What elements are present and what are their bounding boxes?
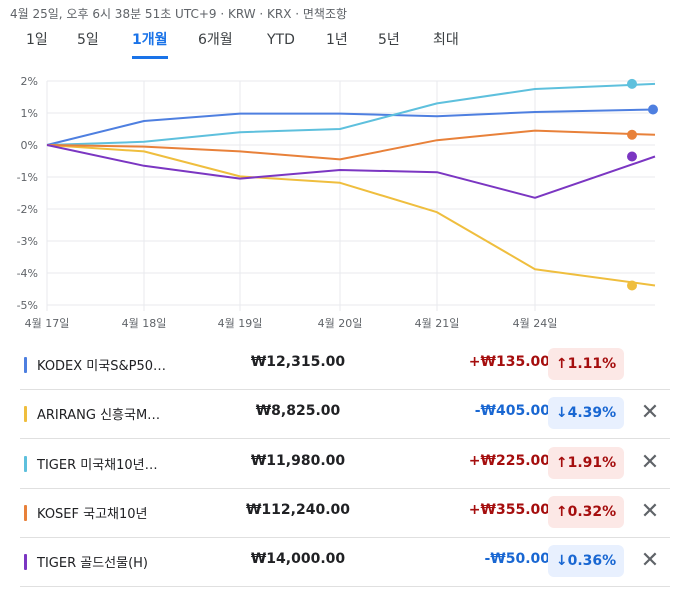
holding-price: ₩112,240.00 — [245, 502, 350, 518]
remove-close-icon[interactable]: ✕ — [640, 499, 660, 524]
x-tick-label: 4월 24일 — [513, 316, 558, 330]
x-tick-label: 4월 19일 — [218, 316, 263, 330]
holding-price: ₩14,000.00 — [250, 551, 346, 567]
series-line — [46, 129, 656, 161]
y-tick-label: -4% — [17, 267, 38, 280]
tab-ytd[interactable]: YTD — [267, 32, 295, 48]
y-tick-label: 1% — [21, 107, 38, 120]
holding-price: ₩11,980.00 — [250, 453, 346, 469]
remove-close-icon[interactable]: ✕ — [640, 548, 660, 573]
comparison-line-chart: 2% 1% 0% -1% -2% -3% -4% -5% 4월 17일 4월 18일 4월 19일 4… — [17, 75, 658, 330]
tab-1d[interactable]: 1일 — [26, 32, 48, 48]
holding-row-kodex[interactable]: KODEX 미국S&P50… ₩12,315.00 +₩135.00 ↑1.11… — [20, 341, 670, 390]
series-end-point — [648, 104, 658, 115]
holding-percent-badge: ↓0.36% — [548, 545, 624, 577]
x-tick-label: 4월 21일 — [415, 316, 460, 330]
remove-close-icon[interactable]: ✕ — [640, 450, 660, 475]
remove-close-icon[interactable]: ✕ — [640, 400, 660, 425]
range-tabs: 1일 5일 1개월 6개월 YTD 1년 5년 최대 — [0, 30, 682, 59]
timestamp-disclaimer: 4월 25일, 오후 6시 38분 51초 UTC+9 · KRW · KRX … — [10, 7, 348, 21]
holding-percent-badge: ↑0.32% — [548, 496, 624, 528]
x-tick-label: 4월 20일 — [318, 316, 363, 330]
x-tick-label: 4월 17일 — [25, 316, 70, 330]
holding-row-arirang[interactable]: ARIRANG 신흥국M… ₩8,825.00 -₩405.00 ↓4.39% … — [20, 390, 670, 439]
series-line — [46, 108, 656, 146]
holding-name: KODEX 미국S&P50… — [37, 359, 166, 374]
y-tick-label: -2% — [17, 203, 38, 216]
series-end-point — [627, 151, 637, 162]
tab-1m[interactable]: 1개월 — [132, 30, 168, 59]
series-end-point — [627, 129, 637, 140]
tab-6m[interactable]: 6개월 — [198, 32, 233, 48]
holding-row-kosef[interactable]: KOSEF 국고채10년 ₩112,240.00 +₩355.00 ↑0.32%… — [20, 489, 670, 538]
series-color-swatch — [24, 406, 27, 422]
holding-change: +₩355.00 — [468, 502, 550, 518]
y-tick-label: -5% — [17, 299, 38, 312]
series-color-swatch — [24, 505, 27, 521]
y-tick-label: 2% — [21, 75, 38, 88]
series-color-swatch — [24, 357, 27, 373]
holding-name: TIGER 미국채10년… — [37, 458, 158, 473]
holding-change: -₩405.00 — [474, 403, 550, 419]
y-tick-label: 0% — [21, 139, 38, 152]
holding-percent-badge: ↑1.11% — [548, 348, 624, 380]
tab-5y[interactable]: 5년 — [378, 32, 400, 48]
holding-row-tiger-gold[interactable]: TIGER 골드선물(H) ₩14,000.00 -₩50.00 ↓0.36% … — [20, 538, 670, 587]
holding-name: KOSEF 국고채10년 — [37, 507, 148, 522]
series-end-point — [627, 280, 637, 291]
holding-row-tiger-treasury[interactable]: TIGER 미국채10년… ₩11,980.00 +₩225.00 ↑1.91%… — [20, 440, 670, 489]
series-end-point — [627, 78, 637, 89]
holding-percent-badge: ↑1.91% — [548, 447, 624, 479]
holding-name: ARIRANG 신흥국M… — [37, 408, 161, 423]
holding-change: -₩50.00 — [484, 551, 550, 567]
holding-change: +₩135.00 — [468, 354, 550, 370]
holding-percent-badge: ↓4.39% — [548, 397, 624, 429]
tab-5d[interactable]: 5일 — [77, 32, 99, 48]
y-tick-label: -3% — [17, 235, 38, 248]
series-color-swatch — [24, 554, 27, 570]
series-line — [46, 144, 656, 199]
holding-price: ₩12,315.00 — [250, 354, 346, 370]
y-tick-label: -1% — [17, 171, 38, 184]
tab-1y[interactable]: 1년 — [326, 32, 348, 48]
x-tick-label: 4월 18일 — [122, 316, 167, 330]
holding-price: ₩8,825.00 — [255, 403, 341, 419]
holding-name: TIGER 골드선물(H) — [37, 556, 148, 571]
series-line — [46, 144, 656, 287]
series-line — [46, 82, 656, 146]
series-color-swatch — [24, 456, 27, 472]
tab-max[interactable]: 최대 — [433, 32, 459, 48]
holding-change: +₩225.00 — [468, 453, 550, 469]
